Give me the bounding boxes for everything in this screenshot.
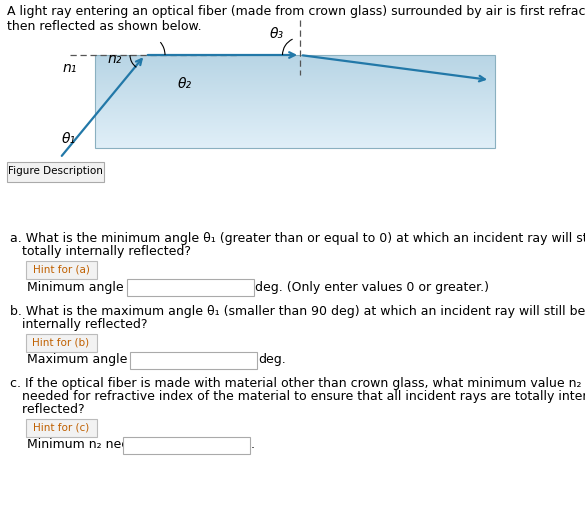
Text: then reflected as shown below.: then reflected as shown below. (7, 20, 202, 33)
FancyBboxPatch shape (26, 261, 97, 278)
Text: Minimum angle θ₁ =: Minimum angle θ₁ = (27, 280, 155, 294)
FancyBboxPatch shape (130, 352, 257, 369)
Text: a. What is the minimum angle θ₁ (greater than or equal to 0) at which an inciden: a. What is the minimum angle θ₁ (greater… (10, 232, 585, 245)
Text: θ₂: θ₂ (178, 77, 192, 91)
Text: totally internally reflected?: totally internally reflected? (10, 245, 191, 258)
FancyBboxPatch shape (127, 279, 254, 296)
Text: c. If the optical fiber is made with material other than crown glass, what minim: c. If the optical fiber is made with mat… (10, 377, 585, 390)
Text: Maximum angle θ₁ =: Maximum angle θ₁ = (27, 354, 159, 366)
Bar (95, 55, 495, 148)
FancyBboxPatch shape (6, 161, 104, 182)
Text: internally reflected?: internally reflected? (10, 318, 147, 331)
Text: Hint for (a): Hint for (a) (33, 264, 90, 275)
Text: Hint for (b): Hint for (b) (32, 338, 90, 347)
Text: .: . (251, 439, 255, 451)
Text: b. What is the maximum angle θ₁ (smaller than 90 deg) at which an incident ray w: b. What is the maximum angle θ₁ (smaller… (10, 305, 585, 318)
Text: reflected?: reflected? (10, 403, 85, 416)
Text: deg.: deg. (258, 354, 285, 366)
Text: θ₁: θ₁ (62, 132, 76, 146)
Text: n₂: n₂ (108, 52, 122, 66)
Text: A light ray entering an optical fiber (made from crown glass) surrounded by air : A light ray entering an optical fiber (m… (7, 5, 585, 18)
Text: Minimum n₂ needed =: Minimum n₂ needed = (27, 439, 167, 451)
Text: θ₃: θ₃ (270, 27, 284, 41)
FancyBboxPatch shape (26, 418, 97, 436)
Text: Figure Description: Figure Description (8, 167, 102, 176)
Text: deg. (Only enter values 0 or greater.): deg. (Only enter values 0 or greater.) (255, 280, 489, 294)
FancyBboxPatch shape (26, 333, 97, 352)
Text: needed for refractive index of the material to ensure that all incident rays are: needed for refractive index of the mater… (10, 390, 585, 403)
FancyBboxPatch shape (123, 437, 250, 454)
Text: n₁: n₁ (63, 61, 77, 75)
Text: Hint for (c): Hint for (c) (33, 423, 89, 433)
